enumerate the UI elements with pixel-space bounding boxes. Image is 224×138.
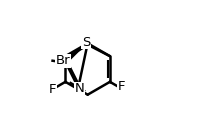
- Text: Br: Br: [56, 54, 71, 67]
- Text: F: F: [118, 80, 125, 93]
- Text: F: F: [49, 83, 57, 96]
- Text: S: S: [82, 36, 90, 49]
- Text: N: N: [75, 82, 84, 95]
